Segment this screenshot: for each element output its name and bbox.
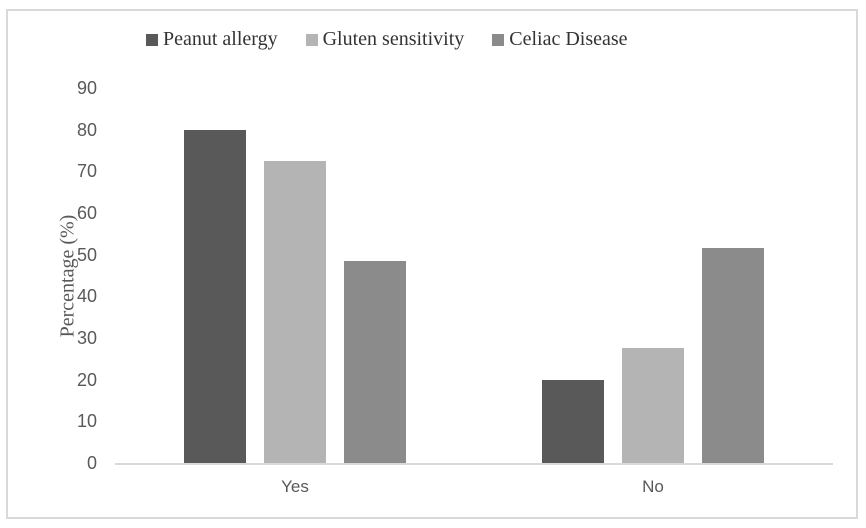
bar-yes-celiac-disease (344, 260, 406, 463)
bar-yes-gluten-sensitivity (264, 160, 326, 463)
x-axis-line (115, 463, 833, 465)
legend-item-gluten-sensitivity: Gluten sensitivity (305, 28, 465, 51)
bar-no-gluten-sensitivity (622, 348, 684, 463)
chart-border (6, 9, 858, 519)
y-tick-label-80: 80 (76, 119, 97, 140)
y-tick-label-30: 30 (76, 328, 97, 348)
y-tick-label-0: 0 (86, 453, 97, 473)
y-tick-label-90: 90 (76, 78, 97, 98)
legend-label-celiac-disease: Celiac Disease (509, 28, 628, 50)
legend-item-peanut-allergy: Peanut allergy (146, 28, 278, 51)
chart-legend: Peanut allergy Gluten sensitivity Celiac… (146, 28, 628, 51)
bar-yes-peanut-allergy (184, 129, 246, 463)
y-tick-label-70: 70 (76, 161, 97, 182)
legend-label-peanut-allergy: Peanut allergy (163, 28, 278, 50)
y-tick-label-20: 20 (76, 369, 97, 390)
legend-item-celiac-disease: Celiac Disease (492, 28, 628, 51)
legend-label-gluten-sensitivity: Gluten sensitivity (322, 28, 465, 50)
x-axis-label-no: No (642, 477, 664, 496)
x-axis-label-yes: Yes (281, 477, 309, 496)
y-tick-label-60: 60 (76, 203, 97, 223)
y-tick-label-40: 40 (76, 286, 97, 307)
legend-swatch-gluten-sensitivity (305, 33, 318, 46)
y-tick-label-50: 50 (76, 244, 97, 265)
bar-no-peanut-allergy (542, 379, 604, 463)
legend-swatch-celiac-disease (492, 33, 505, 46)
legend-swatch-peanut-allergy (146, 33, 158, 46)
y-tick-label-10: 10 (76, 411, 97, 432)
bar-no-celiac-disease (702, 248, 764, 463)
